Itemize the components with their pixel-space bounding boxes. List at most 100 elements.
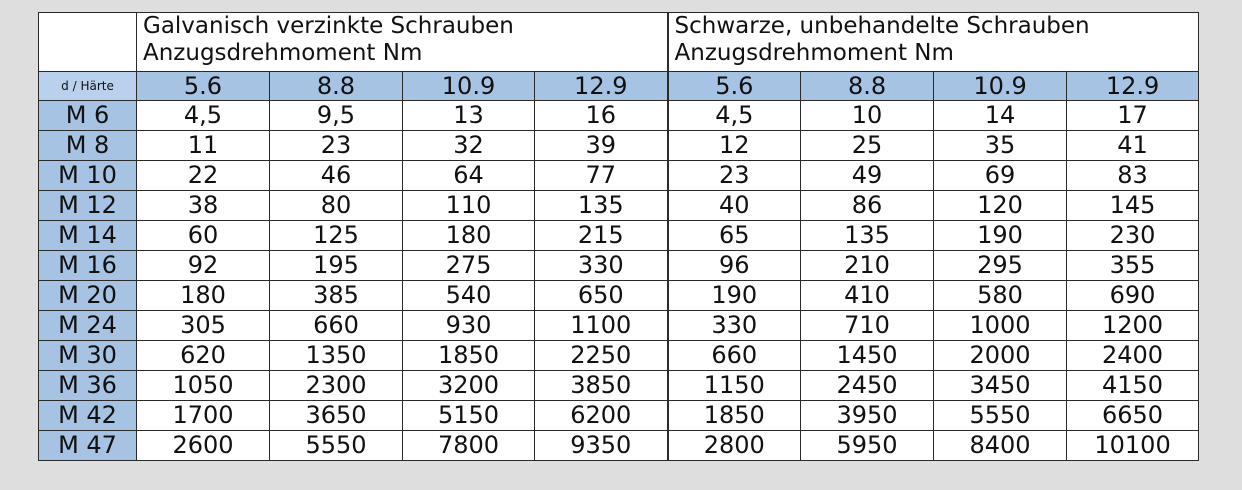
torque-value-cell: 3200 — [402, 370, 535, 401]
torque-value-cell: 5550 — [269, 430, 403, 461]
torque-value-cell: 230 — [1066, 220, 1200, 251]
table-row: M 8 11 23 32 39 12 25 35 41 — [38, 130, 1200, 161]
torque-value-cell: 540 — [402, 280, 535, 311]
torque-value-cell: 17 — [1066, 100, 1200, 131]
torque-value-cell: 38 — [136, 190, 270, 221]
table-row: M 42 1700 3650 5150 6200 1850 3950 5550 6650 — [38, 400, 1200, 431]
torque-value-cell: 930 — [402, 310, 535, 341]
torque-value-cell: 1200 — [1066, 310, 1200, 341]
torque-value-cell: 215 — [533, 220, 669, 251]
table-row: M 14 60 125 180 215 65 135 190 230 — [38, 220, 1200, 251]
torque-value-cell: 580 — [933, 280, 1068, 311]
torque-value-cell: 83 — [1066, 160, 1200, 191]
thread-size-cell: M 8 — [38, 130, 137, 161]
torque-value-cell: 2600 — [136, 430, 270, 461]
torque-value-cell: 40 — [666, 190, 802, 221]
torque-value-cell: 1450 — [800, 340, 935, 371]
torque-value-cell: 3950 — [800, 400, 935, 431]
thread-size-cell: M 20 — [38, 280, 137, 311]
torque-value-cell: 2450 — [800, 370, 935, 401]
torque-value-cell: 23 — [666, 160, 802, 191]
torque-value-cell: 3650 — [269, 400, 403, 431]
torque-value-cell: 35 — [933, 130, 1068, 161]
torque-value-cell: 9,5 — [269, 100, 403, 131]
torque-value-cell: 60 — [136, 220, 270, 251]
torque-value-cell: 86 — [800, 190, 935, 221]
torque-value-cell: 180 — [402, 220, 535, 251]
table-row: M 6 4,5 9,5 13 16 4,5 10 14 17 — [38, 100, 1200, 131]
torque-value-cell: 92 — [136, 250, 270, 281]
torque-value-cell: 330 — [666, 310, 802, 341]
torque-value-cell: 14 — [933, 100, 1068, 131]
grade-header-cell: 12.9 — [1066, 71, 1200, 101]
torque-value-cell: 135 — [800, 220, 935, 251]
group-title: Schwarze, unbehandelte Schrauben — [674, 13, 1090, 40]
torque-value-cell: 2000 — [933, 340, 1068, 371]
torque-value-cell: 295 — [933, 250, 1068, 281]
thread-size-cell: M 14 — [38, 220, 137, 251]
torque-value-cell: 12 — [666, 130, 802, 161]
torque-value-cell: 3450 — [933, 370, 1068, 401]
torque-value-cell: 5950 — [800, 430, 935, 461]
thread-size-cell: M 42 — [38, 400, 137, 431]
torque-value-cell: 135 — [533, 190, 669, 221]
thread-size-cell: M 12 — [38, 190, 137, 221]
torque-value-cell: 11 — [136, 130, 270, 161]
grade-header-cell: 8.8 — [269, 71, 403, 101]
torque-value-cell: 6200 — [533, 400, 669, 431]
torque-value-cell: 16 — [533, 100, 669, 131]
torque-value-cell: 620 — [136, 340, 270, 371]
torque-value-cell: 690 — [1066, 280, 1200, 311]
torque-value-cell: 6650 — [1066, 400, 1200, 431]
torque-value-cell: 660 — [269, 310, 403, 341]
group-title: Galvanisch verzinkte Schrauben — [143, 13, 514, 40]
table-row: M 10 22 46 64 77 23 49 69 83 — [38, 160, 1200, 191]
torque-value-cell: 39 — [533, 130, 669, 161]
torque-value-cell: 355 — [1066, 250, 1200, 281]
table-body: M 6 4,5 9,5 13 16 4,5 10 14 17 M 8 11 23 32 39 12 25 35 4… — [38, 100, 1200, 461]
torque-value-cell: 1350 — [269, 340, 403, 371]
torque-value-cell: 145 — [1066, 190, 1200, 221]
table-row: M 20 180 385 540 650 190 410 580 690 — [38, 280, 1200, 311]
torque-value-cell: 1150 — [666, 370, 802, 401]
torque-value-cell: 69 — [933, 160, 1068, 191]
torque-value-cell: 22 — [136, 160, 270, 191]
grade-header-cell: 5.6 — [136, 71, 270, 101]
table-row: M 16 92 195 275 330 96 210 295 355 — [38, 250, 1200, 281]
torque-value-cell: 9350 — [533, 430, 669, 461]
thread-size-cell: M 24 — [38, 310, 137, 341]
torque-value-cell: 195 — [269, 250, 403, 281]
grade-header-row: d / Härte 5.6 8.8 10.9 12.9 5.6 8.8 10.9 12.9 — [38, 71, 1200, 101]
torque-value-cell: 2300 — [269, 370, 403, 401]
torque-value-cell: 80 — [269, 190, 403, 221]
torque-value-cell: 2800 — [666, 430, 802, 461]
grade-header-cell: 10.9 — [402, 71, 535, 101]
thread-size-cell: M 16 — [38, 250, 137, 281]
torque-value-cell: 110 — [402, 190, 535, 221]
torque-value-cell: 65 — [666, 220, 802, 251]
torque-value-cell: 305 — [136, 310, 270, 341]
torque-value-cell: 190 — [933, 220, 1068, 251]
table-row: M 36 1050 2300 3200 3850 1150 2450 3450 4150 — [38, 370, 1200, 401]
torque-value-cell: 1050 — [136, 370, 270, 401]
torque-value-cell: 2400 — [1066, 340, 1200, 371]
torque-value-cell: 3850 — [533, 370, 669, 401]
torque-value-cell: 5550 — [933, 400, 1068, 431]
thread-size-cell: M 47 — [38, 430, 137, 461]
torque-value-cell: 23 — [269, 130, 403, 161]
torque-value-cell: 410 — [800, 280, 935, 311]
torque-value-cell: 1850 — [666, 400, 802, 431]
group-subtitle: Anzugsdrehmoment Nm — [674, 40, 954, 66]
torque-value-cell: 2250 — [533, 340, 669, 371]
torque-value-cell: 13 — [402, 100, 535, 131]
table-row: M 12 38 80 110 135 40 86 120 145 — [38, 190, 1200, 221]
table-row: M 30 620 1350 1850 2250 660 1450 2000 2400 — [38, 340, 1200, 371]
grade-header-cell: 5.6 — [666, 71, 802, 101]
torque-value-cell: 660 — [666, 340, 802, 371]
grade-header-cell: 10.9 — [933, 71, 1068, 101]
torque-value-cell: 1100 — [533, 310, 669, 341]
grade-header-cell: 8.8 — [800, 71, 935, 101]
torque-value-cell: 25 — [800, 130, 935, 161]
table-row: M 24 305 660 930 1100 330 710 1000 1200 — [38, 310, 1200, 341]
torque-value-cell: 4,5 — [136, 100, 270, 131]
